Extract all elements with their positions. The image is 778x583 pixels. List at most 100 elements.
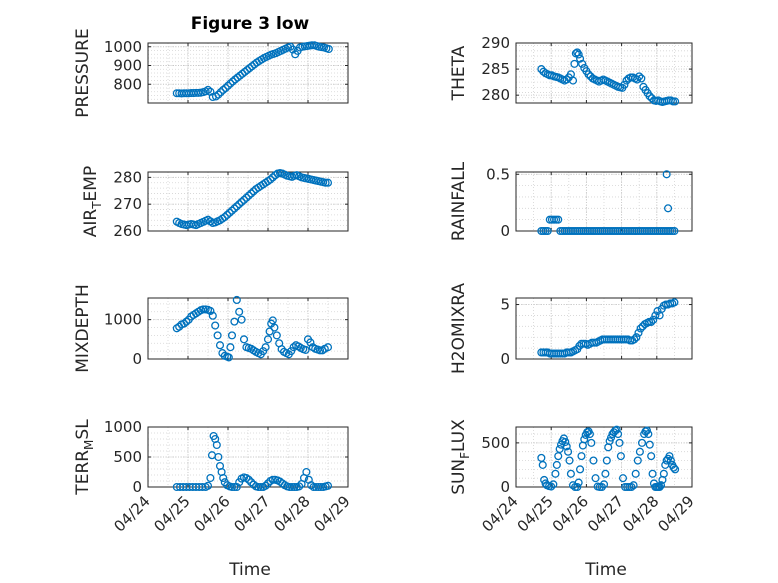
x-tick-label: 04/28 xyxy=(619,492,662,535)
data-point xyxy=(214,452,223,462)
data-point xyxy=(612,425,621,434)
data-point xyxy=(235,307,244,316)
data-point xyxy=(642,426,651,435)
data-point xyxy=(179,319,189,328)
data-point xyxy=(670,298,679,307)
data-point xyxy=(634,328,643,337)
data-point xyxy=(585,430,594,439)
x-tick-label: 04/24 xyxy=(110,492,153,535)
data-point xyxy=(214,90,223,99)
data-point xyxy=(584,70,593,79)
data-point xyxy=(635,447,644,456)
data-point xyxy=(323,343,333,352)
data-point xyxy=(656,481,666,490)
y-tick-label: 1000 xyxy=(104,418,142,436)
data-point xyxy=(261,481,270,490)
y-tick-label: 0 xyxy=(132,350,142,368)
y-tick-label: 0 xyxy=(500,350,510,368)
axes-box xyxy=(515,426,693,488)
y-tick-label: 0.5 xyxy=(486,165,510,183)
data-point xyxy=(224,353,233,362)
data-point xyxy=(665,452,674,461)
data-point xyxy=(182,317,191,326)
data-point xyxy=(671,465,680,474)
data-point xyxy=(537,453,546,462)
data-point xyxy=(651,311,660,320)
data-point xyxy=(219,85,228,94)
y-tick-label: 290 xyxy=(481,34,510,52)
data-point xyxy=(627,482,636,492)
data-point xyxy=(226,79,235,88)
data-point xyxy=(566,469,575,478)
axes-box xyxy=(515,42,693,104)
data-point xyxy=(662,170,671,179)
subplot-6: 0 5 H2OMIXRA xyxy=(449,283,693,374)
axes-box xyxy=(515,171,693,232)
x-tick-label: 04/25 xyxy=(150,492,193,535)
data-point xyxy=(539,67,548,76)
x-axis-label: Time xyxy=(228,560,271,580)
data-point xyxy=(616,452,625,461)
data-point xyxy=(620,80,629,89)
data-point xyxy=(211,321,220,330)
data-point xyxy=(549,480,558,489)
y-tick-label: 285 xyxy=(481,60,510,78)
y-tick-label: 900 xyxy=(113,57,142,75)
axes-box xyxy=(515,297,693,360)
data-point xyxy=(215,341,225,350)
data-point xyxy=(223,210,232,219)
data-point xyxy=(230,204,239,213)
data-point xyxy=(615,438,624,447)
data-point xyxy=(648,469,657,478)
data-point xyxy=(228,77,237,86)
data-point xyxy=(538,460,547,469)
data-point xyxy=(570,59,579,68)
x-tick-label: 04/27 xyxy=(230,492,273,535)
data-point xyxy=(288,45,297,54)
y-tick-label: 500 xyxy=(481,434,510,452)
y-tick-label: 500 xyxy=(113,448,142,466)
data-point xyxy=(630,335,639,344)
data-point xyxy=(259,347,268,356)
data-point xyxy=(323,481,333,490)
data-point xyxy=(206,473,215,483)
data-point xyxy=(559,434,568,443)
y-axis-label: AIRTEMP xyxy=(81,166,104,237)
data-point xyxy=(307,481,316,490)
data-point xyxy=(213,331,222,340)
data-point xyxy=(576,54,585,63)
data-point xyxy=(562,442,571,451)
data-point xyxy=(226,343,235,352)
data-point xyxy=(670,226,679,236)
chart-title: Figure 3 low xyxy=(191,14,310,34)
data-point xyxy=(242,193,251,202)
data-point xyxy=(235,200,244,209)
y-tick-label: 5 xyxy=(500,296,510,314)
data-point xyxy=(614,430,623,439)
data-point xyxy=(629,481,638,490)
data-point xyxy=(287,347,296,356)
data-point xyxy=(242,473,251,483)
y-tick-label: 280 xyxy=(481,86,510,104)
y-tick-label: 270 xyxy=(113,195,142,213)
data-point xyxy=(227,206,237,215)
data-point xyxy=(198,482,207,492)
y-axis-label: SUNFLUX xyxy=(449,419,472,495)
data-point xyxy=(574,50,583,59)
y-axis-label: MIXDEPTH xyxy=(73,284,93,373)
x-tick-label: 04/28 xyxy=(270,492,313,535)
subplot-4: 0 0.5 RAINFALL xyxy=(449,161,693,241)
data-point xyxy=(574,478,583,487)
data-point xyxy=(631,469,640,478)
data-point xyxy=(618,474,628,483)
data-point xyxy=(632,333,641,342)
y-tick-label: 0 xyxy=(500,478,510,496)
data-point xyxy=(268,475,277,484)
data-point xyxy=(589,456,598,465)
axes-box xyxy=(147,42,349,104)
data-point xyxy=(637,438,647,447)
data-point xyxy=(239,335,249,344)
data-point xyxy=(265,327,274,336)
